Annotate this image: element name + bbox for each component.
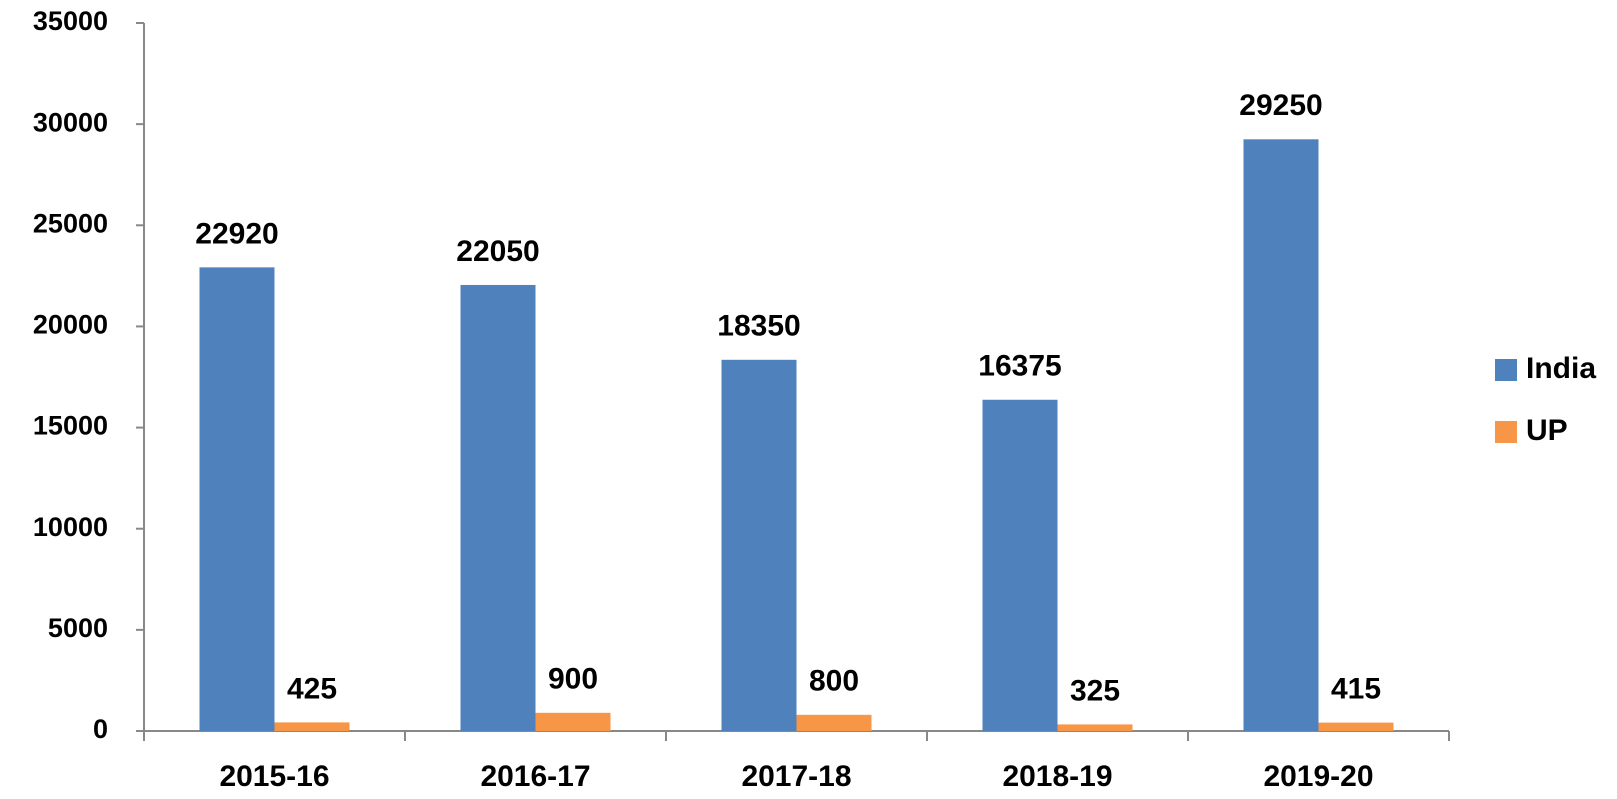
y-tick-label: 20000	[33, 310, 108, 340]
legend-swatch	[1495, 421, 1517, 443]
data-label: 22050	[456, 235, 539, 268]
y-tick-label: 35000	[33, 6, 108, 36]
legend-label: India	[1526, 352, 1596, 385]
data-label: 22920	[195, 217, 278, 250]
x-tick-label: 2017-18	[741, 760, 851, 793]
page: {"chart_data": {"type": "bar", "categori…	[0, 0, 1617, 799]
data-label: 29250	[1239, 89, 1322, 122]
x-tick-label: 2019-20	[1263, 760, 1373, 793]
data-label: 18350	[717, 310, 800, 343]
y-tick-label: 15000	[33, 411, 108, 441]
x-tick-label: 2015-16	[219, 760, 329, 793]
y-tick-label: 10000	[33, 512, 108, 542]
data-label: 325	[1070, 674, 1120, 707]
bar	[797, 715, 872, 731]
bar	[536, 713, 611, 731]
chart: 0 5000 10000 15000 20000 25000 30000 35000 2015-…	[0, 0, 1617, 794]
bar	[1319, 723, 1394, 731]
bar	[983, 400, 1058, 731]
y-tick-label: 25000	[33, 208, 108, 238]
bar	[200, 267, 275, 731]
x-tick-label: 2018-19	[1002, 760, 1112, 793]
bar	[1058, 724, 1133, 731]
x-tick-label: 2016-17	[480, 760, 590, 793]
data-label: 900	[548, 663, 598, 696]
bar	[275, 722, 350, 731]
data-label: 415	[1331, 673, 1381, 706]
data-label: 425	[287, 672, 337, 705]
y-tick-label: 30000	[33, 107, 108, 137]
bar	[1244, 139, 1319, 731]
data-label: 800	[809, 665, 859, 698]
y-tick-label: 0	[93, 714, 108, 744]
bar	[722, 360, 797, 731]
data-label: 16375	[978, 350, 1061, 383]
legend-swatch	[1495, 359, 1517, 381]
y-tick-label: 5000	[48, 613, 108, 643]
bar	[461, 285, 536, 731]
legend-label: UP	[1526, 414, 1568, 447]
